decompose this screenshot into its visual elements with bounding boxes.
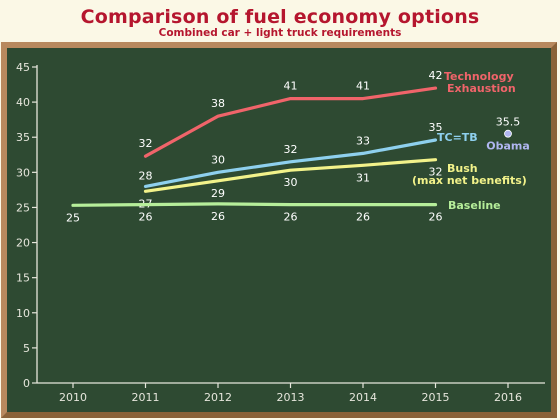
x-tick-label: 2012 xyxy=(204,391,232,404)
data-label: 26 xyxy=(211,210,225,223)
series-label-line: Technology xyxy=(444,70,514,83)
chart-title: Comparison of fuel economy options xyxy=(80,6,480,28)
data-label: 42 xyxy=(429,69,443,82)
data-label: 26 xyxy=(356,211,370,224)
data-label: 35.5 xyxy=(496,116,521,129)
data-label: 26 xyxy=(429,211,443,224)
y-tick-label: 30 xyxy=(16,166,30,179)
data-label: 30 xyxy=(284,176,298,189)
y-tick-label: 10 xyxy=(16,307,30,320)
series-label-line: TC=TB xyxy=(437,131,478,144)
y-tick-label: 45 xyxy=(16,61,30,74)
y-tick-label: 0 xyxy=(23,377,30,390)
data-label: 32 xyxy=(139,137,153,150)
series-label: Bush (max net benefits) xyxy=(412,162,527,187)
series-label-line: Baseline xyxy=(448,199,501,212)
y-tick-label: 15 xyxy=(16,272,30,285)
data-label: 41 xyxy=(284,80,298,93)
data-label: 33 xyxy=(356,134,370,147)
data-label: 26 xyxy=(139,211,153,224)
series-line xyxy=(143,86,438,158)
plot-area: 32 38 41 41 42 Technology Exhaustion 28 30 32 33 35… xyxy=(66,69,530,224)
series-line xyxy=(143,158,438,193)
x-tick-label: 2015 xyxy=(422,391,450,404)
data-label: 38 xyxy=(211,97,225,110)
y-tick-label: 20 xyxy=(16,237,30,250)
x-tick-label: 2010 xyxy=(59,391,87,404)
series-label-line: Exhaustion xyxy=(447,82,516,95)
x-tick-label: 2014 xyxy=(349,391,377,404)
data-label: 29 xyxy=(211,187,225,200)
data-label: 32 xyxy=(284,143,298,156)
axes: 0 5 10 15 20 25 30 35 40 45 2010 2011 2012 2013 2014 20… xyxy=(16,61,545,404)
series-label-line: (max net benefits) xyxy=(412,174,527,187)
x-tick-label: 2016 xyxy=(494,391,522,404)
data-label: 31 xyxy=(356,171,370,184)
data-label: 28 xyxy=(139,169,153,182)
data-label: 41 xyxy=(356,80,370,93)
series-label: Baseline xyxy=(448,199,501,212)
data-label: 25 xyxy=(66,211,80,224)
series-line xyxy=(71,202,438,207)
y-tick-label: 35 xyxy=(16,131,30,144)
series-label: Technology Exhaustion xyxy=(444,70,516,95)
y-tick-label: 25 xyxy=(16,201,30,214)
series-label: Obama xyxy=(486,140,530,153)
series-line xyxy=(143,138,438,188)
y-tick-label: 5 xyxy=(23,342,30,355)
data-label: 35 xyxy=(429,121,443,134)
data-label: 32 xyxy=(429,166,443,179)
chalkboard-frame xyxy=(1,42,557,418)
x-tick-label: 2011 xyxy=(132,391,160,404)
series-label: TC=TB xyxy=(437,131,478,144)
x-tick-label: 2013 xyxy=(277,391,305,404)
obama-point xyxy=(504,129,512,138)
data-label: 26 xyxy=(284,211,298,224)
series-label-line: Bush xyxy=(447,162,478,175)
data-label: 30 xyxy=(211,153,225,166)
chart-subtitle: Combined car + light truck requirements xyxy=(158,27,402,39)
y-tick-label: 40 xyxy=(16,96,30,109)
